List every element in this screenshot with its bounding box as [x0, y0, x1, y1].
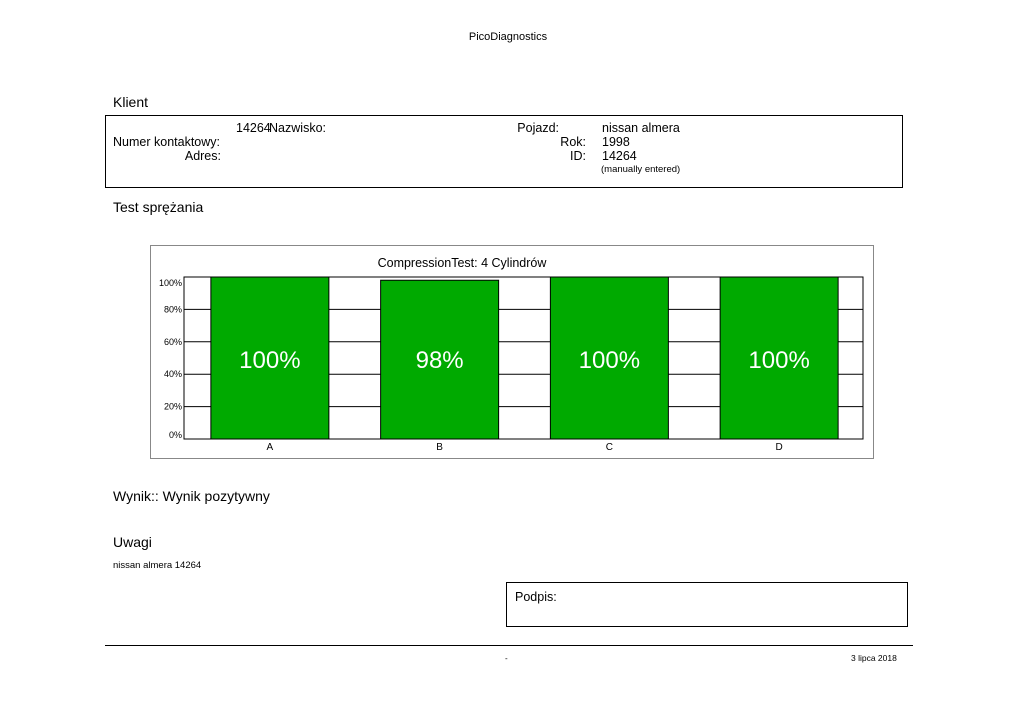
vehicle-label: Pojazd: [517, 121, 559, 135]
y-tick-label: 80% [164, 304, 182, 314]
signature-box[interactable]: Podpis: [506, 582, 908, 627]
client-info-box: Nazwisko: 14264 Numer kontaktowy: Adres:… [105, 115, 903, 188]
signature-label: Podpis: [515, 590, 557, 604]
result-text: Wynik:: Wynik pozytywny [113, 488, 270, 504]
surname-label: Nazwisko: [269, 121, 326, 135]
bar-a [210, 276, 330, 440]
chart-title: CompressionTest: 4 Cylindrów [378, 256, 548, 270]
address-label: Adres: [184, 149, 221, 163]
x-tick-label: C [606, 442, 613, 453]
bar-value-label: 100% [239, 347, 300, 374]
bar-value-label: 100% [579, 347, 640, 374]
x-tick-label: B [436, 442, 443, 453]
vehicle-value: nissan almera [602, 121, 680, 135]
compression-chart-svg: CompressionTest: 4 Cylindrów 100% 98% 100%… [159, 256, 864, 453]
year-value: 1998 [602, 135, 630, 149]
y-tick-label: 20% [164, 402, 182, 412]
footer-page-marker: - [505, 654, 508, 663]
footer-divider [105, 645, 913, 646]
contact-label: Numer kontaktowy: [113, 135, 220, 149]
compression-chart: CompressionTest: 4 Cylindrów 100% 98% 100%… [150, 245, 874, 459]
bar-value-label: 100% [748, 347, 809, 374]
y-tick-label: 60% [164, 337, 182, 347]
bar-c [549, 276, 669, 440]
surname-value: 14264 [236, 121, 271, 135]
x-tick-label: A [267, 442, 274, 453]
notes-heading: Uwagi [113, 534, 152, 550]
notes-text: nissan almera 14264 [113, 560, 202, 571]
year-label: Rok: [560, 135, 586, 149]
y-tick-label: 0% [169, 430, 182, 440]
y-tick-label: 100% [159, 278, 182, 288]
y-tick-label: 40% [164, 369, 182, 379]
id-label: ID: [570, 149, 586, 163]
id-value: 14264 [602, 149, 637, 163]
x-tick-label: D [776, 442, 783, 453]
client-section-heading: Klient [113, 94, 149, 110]
compression-test-heading: Test sprężania [113, 199, 204, 215]
bar-b [380, 279, 500, 440]
footer-date: 3 lipca 2018 [851, 653, 897, 663]
bar-d [719, 276, 839, 440]
report-header-title: PicoDiagnostics [468, 31, 548, 43]
bar-value-label: 98% [416, 347, 464, 374]
id-note: (manually entered) [601, 164, 681, 175]
